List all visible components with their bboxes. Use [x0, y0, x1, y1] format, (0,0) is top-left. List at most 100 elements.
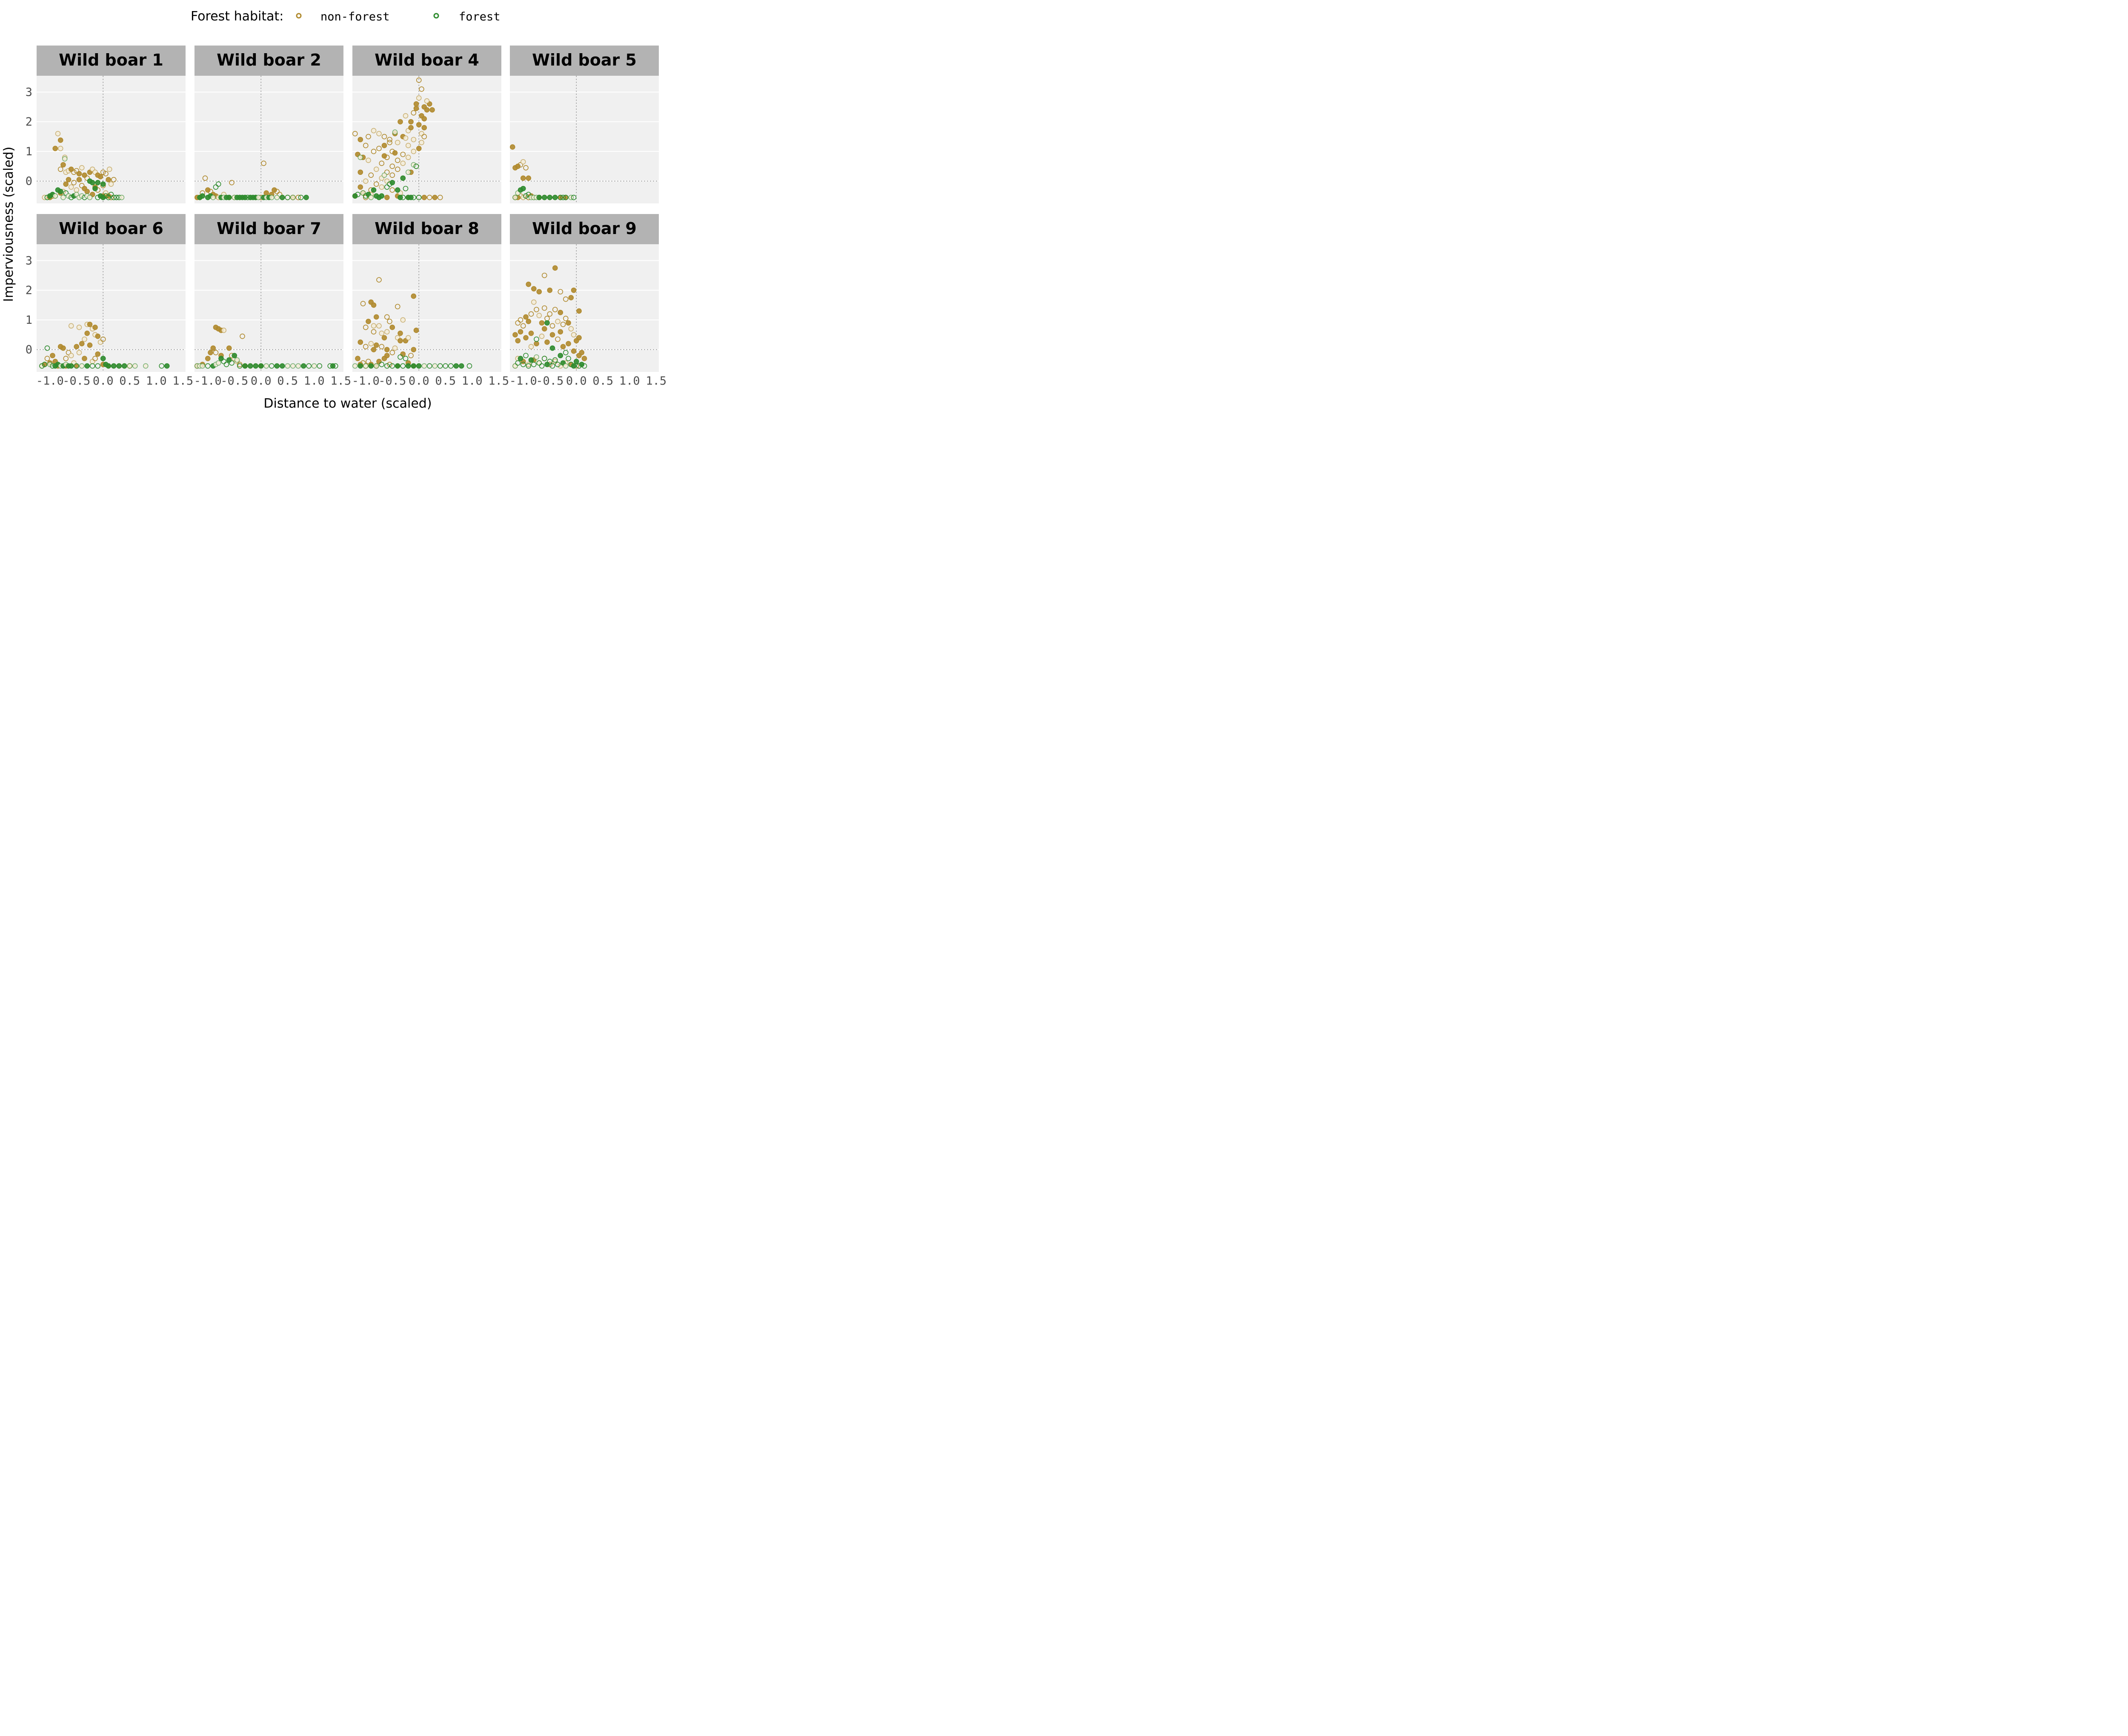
panel-background [194, 244, 343, 372]
data-point-non-forest [277, 191, 283, 197]
data-point-non-forest [100, 169, 106, 175]
data-point-non-forest [371, 323, 377, 329]
data-point-non-forest [71, 180, 77, 186]
data-point-non-forest [555, 319, 561, 324]
legend-label-non-forest: non-forest [320, 10, 390, 23]
data-point-non-forest [66, 350, 72, 355]
data-point-non-forest [371, 302, 377, 308]
y-axis-title: Imperviousness (scaled) [1, 146, 16, 302]
data-point-forest [84, 363, 90, 369]
panel-background [352, 76, 501, 203]
data-point-non-forest [108, 194, 114, 200]
data-point-non-forest [360, 301, 366, 306]
data-point-non-forest [363, 194, 369, 200]
data-point-non-forest [97, 174, 103, 180]
data-point-forest [432, 363, 438, 369]
data-point-non-forest [363, 344, 369, 349]
data-point-non-forest [76, 177, 82, 183]
data-point-forest [234, 357, 240, 363]
data-point-forest [242, 363, 248, 369]
data-point-non-forest [400, 151, 406, 157]
data-point-non-forest [213, 350, 219, 355]
data-point-non-forest [526, 362, 532, 367]
data-point-non-forest [552, 265, 558, 271]
data-point-non-forest [79, 341, 85, 347]
data-point-forest [269, 363, 275, 369]
data-point-non-forest [295, 194, 301, 200]
data-point-forest [515, 360, 521, 366]
facet-title: Wild boar 5 [532, 51, 637, 69]
data-point-non-forest [413, 328, 419, 333]
data-point-forest [232, 353, 237, 358]
data-point-non-forest [520, 159, 526, 165]
x-tick-label: 1.5 [172, 374, 193, 388]
data-point-non-forest [79, 165, 85, 171]
data-point-non-forest [395, 166, 400, 172]
data-point-non-forest [389, 325, 395, 330]
data-point-non-forest [526, 175, 532, 181]
y-tick-label: 1 [26, 145, 32, 158]
data-point-forest [523, 193, 529, 199]
data-point-forest [269, 194, 275, 200]
panel-background [352, 244, 501, 372]
facet-strip [510, 214, 659, 244]
data-point-non-forest [66, 177, 72, 183]
data-point-non-forest [400, 317, 406, 323]
facet-panel: Wild boar 8 -1.0-0.5 0.0 0.5 1.0 1.5 [352, 214, 509, 388]
data-point-non-forest [392, 345, 398, 351]
data-point-forest [92, 186, 98, 191]
data-point-forest [279, 363, 285, 369]
facet-strip [510, 46, 659, 76]
data-point-forest [108, 191, 114, 197]
data-point-forest [360, 190, 366, 196]
data-point-forest [298, 194, 304, 200]
data-point-non-forest [518, 329, 523, 335]
data-point-forest [523, 353, 529, 358]
legend: Forest habitat: non-forest forest [191, 9, 501, 24]
data-point-non-forest [539, 333, 545, 339]
legend-key-forest [433, 13, 439, 19]
data-point-non-forest [515, 320, 521, 326]
facet-strip [37, 46, 186, 76]
data-point-non-forest [366, 134, 371, 140]
data-point-forest [103, 193, 109, 199]
x-tick-label: 0.0 [566, 374, 587, 388]
data-point-non-forest [539, 320, 545, 326]
data-point-forest [392, 129, 398, 135]
data-point-forest [290, 363, 296, 369]
facet-title: Wild boar 9 [532, 219, 637, 238]
data-point-forest [87, 178, 93, 184]
data-point-forest [544, 362, 550, 367]
data-point-forest [274, 194, 280, 200]
y-tick-label: 0 [26, 343, 32, 357]
data-point-forest [306, 363, 312, 369]
data-point-forest [379, 362, 385, 367]
data-point-non-forest [549, 332, 555, 338]
y-tick-label: 2 [26, 284, 32, 297]
data-point-forest [229, 360, 235, 366]
data-point-non-forest [581, 356, 587, 361]
data-point-forest [400, 363, 406, 369]
data-point-forest [39, 363, 45, 369]
data-point-non-forest [387, 319, 392, 324]
data-point-non-forest [229, 180, 235, 186]
data-point-non-forest [534, 307, 539, 312]
data-point-non-forest [520, 194, 526, 200]
data-point-non-forest [389, 350, 395, 355]
x-tick-label: 0.0 [409, 374, 429, 388]
data-point-forest [116, 363, 122, 369]
data-point-forest [95, 180, 101, 186]
data-point-forest [100, 356, 106, 361]
data-point-non-forest [71, 169, 77, 175]
data-point-forest [549, 345, 555, 351]
data-point-non-forest [424, 98, 430, 104]
data-point-forest [253, 363, 259, 369]
y-tick-label: 2 [26, 115, 32, 128]
data-point-non-forest [76, 171, 82, 177]
data-point-non-forest [384, 347, 390, 352]
data-point-forest [381, 172, 387, 178]
data-point-forest [373, 363, 379, 369]
data-point-non-forest [405, 335, 411, 341]
x-tick-label: 0.5 [592, 374, 613, 388]
data-point-non-forest [571, 348, 577, 354]
